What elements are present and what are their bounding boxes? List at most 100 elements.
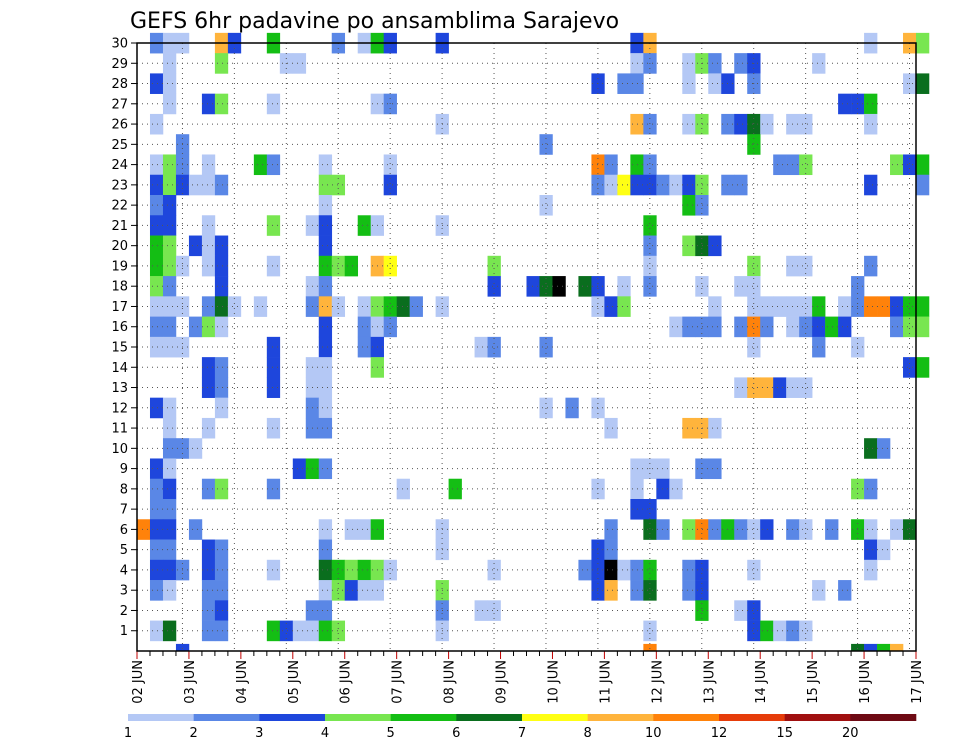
heatmap-cell (357, 336, 371, 358)
heatmap-cell (604, 539, 618, 561)
heatmap-cell (487, 600, 501, 621)
heatmap-cell (617, 276, 631, 297)
y-tick-label: 2 (120, 604, 128, 619)
heatmap-cell (877, 296, 891, 317)
heatmap-cell (877, 438, 891, 459)
heatmap-cell (903, 316, 917, 338)
heatmap-cell (214, 397, 229, 419)
heatmap-cell (318, 296, 333, 317)
heatmap-cell (201, 539, 216, 561)
heatmap-cell (279, 620, 294, 642)
heatmap-cell (149, 478, 164, 500)
colorbar-swatch (850, 714, 917, 721)
colorbar-label: 20 (842, 726, 859, 741)
heatmap-cell (162, 478, 177, 500)
heatmap-cell (916, 316, 930, 338)
heatmap-cell (643, 235, 657, 257)
heatmap-cell (643, 255, 657, 277)
heatmap-cell (604, 559, 618, 581)
heatmap-cell (396, 296, 410, 317)
heatmap-cell (487, 276, 501, 297)
heatmap-cell (747, 316, 761, 338)
heatmap-cell (747, 113, 761, 135)
x-tick-label: 15 JUN (806, 660, 821, 704)
heatmap-cell (149, 73, 164, 94)
heatmap-cell (162, 316, 177, 338)
heatmap-cell (799, 316, 813, 338)
heatmap-cell (318, 600, 333, 621)
heatmap-cell (357, 316, 371, 338)
heatmap-cell (812, 316, 826, 338)
heatmap-cell (643, 620, 657, 642)
heatmap-cell (318, 316, 333, 338)
x-tick-label: 11 JUN (598, 660, 613, 704)
heatmap-cell (591, 539, 605, 561)
heatmap-cell (799, 620, 813, 642)
heatmap-cell (695, 519, 709, 540)
heatmap-cell (877, 643, 891, 652)
heatmap-cell (682, 316, 696, 338)
heatmap-cell (734, 113, 748, 135)
heatmap-cell (149, 559, 164, 581)
heatmap-cell (682, 235, 696, 257)
heatmap-cell (734, 377, 748, 398)
heatmap-cell (214, 53, 229, 74)
heatmap-cell (591, 174, 605, 196)
heatmap-cell (162, 397, 177, 419)
heatmap-cell (201, 417, 216, 439)
colorbar-label: 15 (776, 726, 793, 741)
heatmap-cell (188, 174, 203, 196)
x-tick-label: 17 JUN (910, 660, 925, 704)
heatmap-cell (695, 316, 709, 338)
heatmap-cell (201, 154, 216, 176)
heatmap-cell (383, 255, 397, 277)
heatmap-cell (227, 296, 242, 317)
heatmap-cell (864, 93, 878, 115)
y-tick-label: 23 (111, 178, 128, 193)
heatmap-cell (682, 174, 696, 196)
heatmap-cell (201, 580, 216, 601)
heatmap-cell (149, 195, 164, 216)
heatmap-cell (708, 235, 722, 257)
y-tick-label: 30 (111, 37, 128, 52)
heatmap-cell (162, 276, 177, 297)
heatmap-cell (201, 600, 216, 621)
heatmap-cell (253, 296, 268, 317)
heatmap-cell (318, 458, 333, 480)
heatmap-cell (162, 559, 177, 581)
chart-title: GEFS 6hr padavine po ansamblima Sarajevo (130, 9, 619, 34)
heatmap-cell (539, 397, 553, 419)
heatmap-cell (747, 600, 761, 621)
heatmap-cell (214, 580, 229, 601)
heatmap-cell (357, 519, 371, 540)
heatmap-cell (799, 154, 813, 176)
heatmap-cell (708, 316, 722, 338)
colorbar-swatch (653, 714, 720, 721)
heatmap-cell (214, 255, 229, 277)
heatmap-cell (812, 336, 826, 358)
y-tick-label: 26 (111, 118, 128, 133)
heatmap-cell (149, 336, 164, 358)
y-tick-label: 16 (111, 320, 128, 335)
heatmap-cell (474, 600, 488, 621)
heatmap-cell (162, 215, 177, 236)
y-tick-label: 29 (111, 57, 128, 72)
heatmap-cell (708, 519, 722, 540)
heatmap-cell (864, 255, 878, 277)
heatmap-cell (266, 357, 281, 378)
heatmap-cell (344, 255, 359, 277)
x-tick-label: 12 JUN (650, 660, 665, 704)
colorbar-label: 10 (645, 726, 662, 741)
y-tick-label: 8 (120, 482, 128, 497)
heatmap-cell (760, 316, 774, 338)
heatmap-cell (201, 93, 216, 115)
heatmap-cell (318, 417, 333, 439)
y-tick-label: 9 (120, 462, 128, 477)
heatmap-cell (773, 296, 787, 317)
heatmap-cell (162, 539, 177, 561)
heatmap-cell (643, 643, 657, 652)
y-tick-label: 25 (111, 138, 128, 153)
heatmap-cell (682, 53, 696, 74)
heatmap-cell (708, 73, 722, 94)
